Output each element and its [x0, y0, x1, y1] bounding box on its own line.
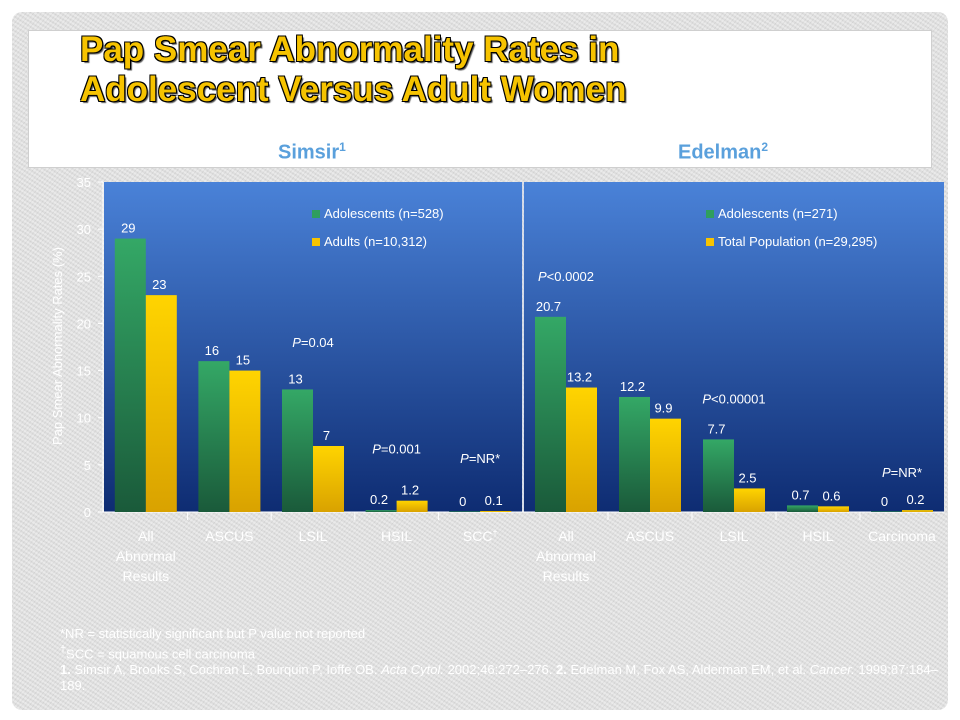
p-value-annotation: P=0.04: [292, 335, 334, 350]
bar: [787, 505, 818, 512]
legend-swatch: [312, 238, 320, 246]
bar: [365, 510, 397, 512]
edelman-study-header: Edelman2: [678, 140, 768, 165]
ref2-authors: Edelman M, Fox AS, Alderman EM, et al.: [570, 662, 807, 678]
bar-value-label: 12.2: [620, 379, 645, 394]
y-tick-label: 20: [77, 316, 91, 331]
x-category-label: LSIL: [720, 528, 749, 544]
bar-value-label: 29: [121, 221, 135, 236]
ref1-journal: Acta Cytol.: [381, 662, 444, 678]
y-tick-label: 5: [84, 458, 91, 473]
bar-value-label: 15: [236, 353, 250, 368]
ref1-citation: 2002;46:272–276.: [447, 662, 553, 678]
p-value-annotation: P=NR*: [882, 465, 922, 480]
bar-value-label: 0: [881, 494, 888, 509]
simsir-ref-sup: 1: [339, 140, 346, 154]
legend-label: Adolescents (n=271): [718, 206, 838, 221]
ref2-number: 2.: [556, 662, 567, 678]
legend-swatch: [706, 210, 714, 218]
y-tick-label: 30: [77, 222, 91, 237]
edelman-ref-sup: 2: [761, 140, 769, 154]
bar: [480, 511, 512, 512]
y-tick-label: 35: [77, 175, 91, 190]
y-tick-label: 10: [77, 411, 91, 426]
references: 1. Simsir A, Brooks S, Cochran L, Bourqu…: [60, 662, 940, 694]
ref1-authors: Simsir A, Brooks S, Cochran L, Bourquin …: [74, 662, 378, 678]
scc-footnote: †SCC = squamous cell carcinoma: [60, 642, 940, 662]
bar: [871, 511, 902, 512]
bar-value-label: 0: [459, 494, 466, 509]
bar: [566, 387, 597, 512]
ref2-journal: Cancer.: [809, 662, 855, 678]
dagger-sup: †: [60, 644, 67, 656]
p-value-annotation: P=NR*: [460, 451, 500, 466]
bar: [282, 389, 313, 512]
bar: [198, 361, 230, 512]
y-tick-label: 15: [77, 364, 91, 379]
bar: [619, 396, 650, 512]
y-tick-label: 0: [84, 505, 91, 520]
bar-value-label: 13.2: [567, 370, 592, 385]
bar: [114, 238, 146, 513]
bar-value-label: 7.7: [707, 421, 725, 436]
scc-note: SCC = squamous cell carcinoma: [66, 646, 255, 662]
nr-footnote: *NR = statistically significant but P va…: [60, 626, 366, 641]
x-category-label: HSIL: [381, 528, 412, 544]
bar: [902, 510, 933, 512]
ref1-number: 1.: [60, 662, 71, 678]
bar-value-label: 0.6: [822, 488, 840, 503]
bar: [145, 295, 177, 512]
x-category-label: SCC†: [463, 528, 498, 544]
x-category-label: LSIL: [299, 528, 328, 544]
legend-label: Adults (n=10,312): [324, 234, 427, 249]
edelman-name: Edelman: [678, 141, 762, 164]
bar: [449, 511, 481, 512]
simsir-study-header: Simsir1: [278, 140, 346, 165]
legend-label: Adolescents (n=528): [324, 206, 444, 221]
title-line-1: Pap Smear Abnormality Rates in: [80, 30, 620, 69]
title-line-2: Adolescent Versus Adult Women: [80, 70, 627, 109]
ref2-citation: 1999;87:184–189.: [60, 662, 938, 694]
x-category-label: All Abnormal Results: [536, 528, 596, 584]
x-category-label: HSIL: [802, 528, 833, 544]
bar-value-label: 0.2: [906, 492, 924, 507]
bar-value-label: 23: [152, 277, 166, 292]
bar-value-label: 16: [205, 343, 219, 358]
bar: [396, 500, 428, 512]
bar-value-label: 20.7: [536, 299, 561, 314]
legend-swatch: [312, 210, 320, 218]
x-category-label: ASCUS: [626, 528, 674, 544]
bar: [313, 446, 344, 512]
bar-value-label: 0.7: [791, 487, 809, 502]
bar-value-label: 13: [288, 371, 302, 386]
legend-label: Total Population (n=29,295): [718, 234, 877, 249]
simsir-name: Simsir: [278, 141, 340, 164]
bar: [650, 418, 681, 512]
y-axis-title: Pap Smear Abnormality Rates (%): [50, 247, 65, 445]
bar: [818, 506, 849, 512]
x-category-label: ASCUS: [205, 528, 253, 544]
p-value-annotation: P=0.001: [372, 442, 421, 457]
p-value-annotation: P<0.0002: [538, 269, 594, 284]
p-value-annotation: P<0.00001: [702, 392, 765, 407]
title-box: [28, 30, 932, 168]
bar: [229, 370, 261, 512]
bar-value-label: 7: [323, 428, 330, 443]
y-tick-label: 25: [77, 269, 91, 284]
x-category-label: Carcinoma: [868, 528, 936, 544]
bar-value-label: 2.5: [738, 470, 756, 485]
bar: [535, 316, 566, 512]
footnotes: *NR = statistically significant but P va…: [60, 626, 940, 694]
bar: [734, 488, 765, 512]
bar-value-label: 9.9: [654, 401, 672, 416]
bar-value-label: 0.1: [485, 493, 503, 508]
x-category-label: All Abnormal Results: [116, 528, 176, 584]
bar-value-label: 1.2: [401, 483, 419, 498]
slide-title: Pap Smear Abnormality Rates in Adolescen…: [80, 30, 880, 110]
bar: [703, 439, 734, 512]
bar-value-label: 0.2: [370, 492, 388, 507]
legend-swatch: [706, 238, 714, 246]
